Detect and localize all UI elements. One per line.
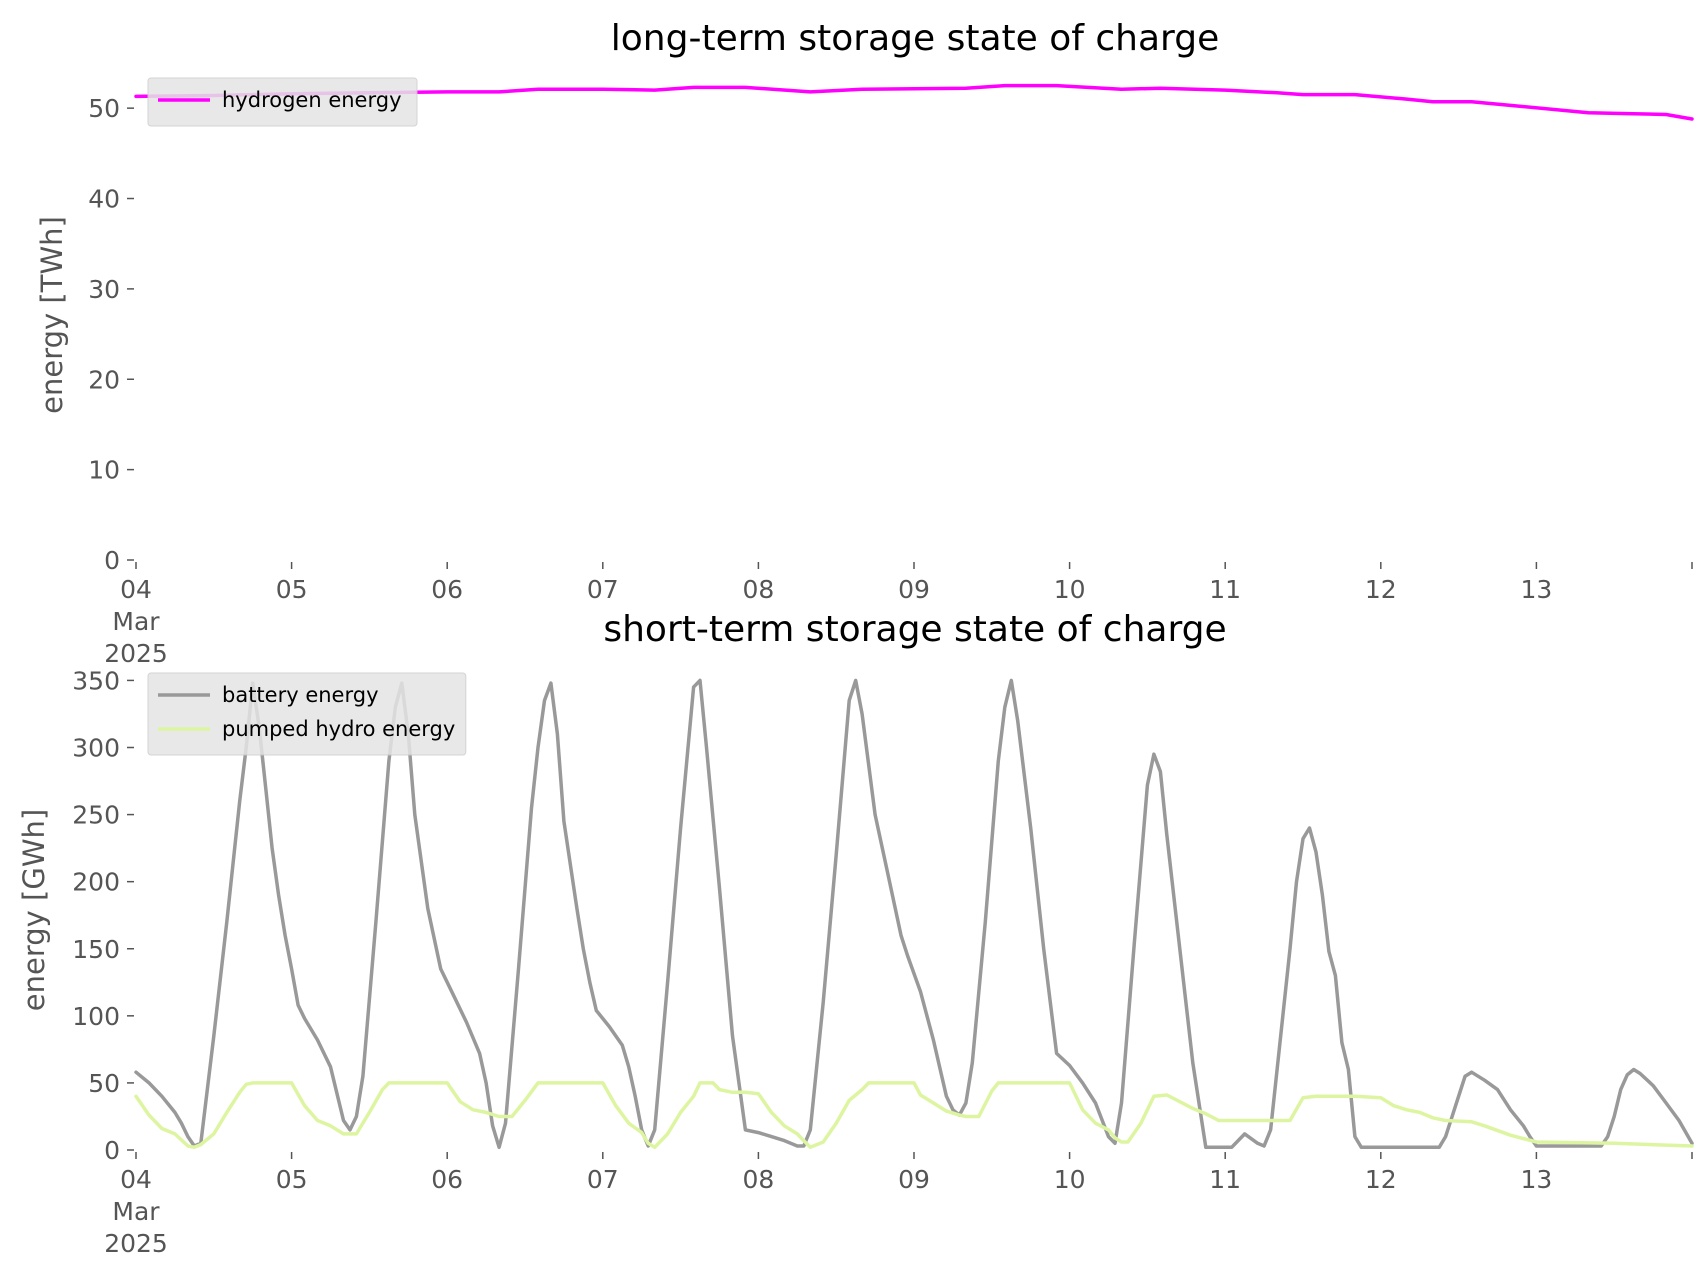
x-tick-label: 08 — [742, 1165, 774, 1194]
x-axis: 04 Mar 2025 05 06 07 08 09 10 11 12 13 — [104, 1152, 1693, 1258]
x-tick-label: 2025 — [104, 1229, 168, 1258]
x-tick-label: 09 — [898, 1165, 930, 1194]
chart-long-term-storage: long-term storage state of charge energy… — [35, 18, 1694, 668]
x-tick-label: 09 — [898, 575, 930, 604]
y-tick-label: 0 — [104, 546, 120, 575]
y-tick-label: 100 — [72, 1002, 120, 1031]
x-tick-label: 13 — [1520, 575, 1552, 604]
y-tick-label: 200 — [72, 868, 120, 897]
series-group — [134, 83, 1694, 121]
y-tick-label: 50 — [88, 1069, 120, 1098]
x-tick-label: 12 — [1365, 575, 1397, 604]
chart-title: long-term storage state of charge — [611, 18, 1219, 59]
x-axis: 04 Mar 2025 05 06 07 08 09 10 11 12 13 — [104, 562, 1693, 668]
y-tick-label: 40 — [88, 185, 120, 214]
x-tick-label: 2025 — [104, 639, 168, 668]
x-tick-label: 11 — [1209, 1165, 1241, 1194]
y-tick-label: 10 — [88, 456, 120, 485]
y-tick-label: 30 — [88, 275, 120, 304]
x-tick-label: 06 — [431, 1165, 463, 1194]
x-tick-label: 04 — [120, 575, 152, 604]
y-tick-label: 350 — [72, 666, 120, 695]
y-axis-label: energy [TWh] — [35, 216, 69, 414]
y-tick-label: 50 — [88, 94, 120, 123]
x-tick-label: 05 — [276, 1165, 308, 1194]
y-axis: 0 10 20 30 40 50 — [88, 94, 134, 575]
series-group — [134, 678, 1694, 1150]
x-tick-label: Mar — [112, 1197, 160, 1226]
legend-box — [147, 672, 467, 756]
y-tick-label: 150 — [72, 935, 120, 964]
legend-label: hydrogen energy — [222, 88, 402, 112]
series-line-pumped-hydro-energy — [134, 1081, 1694, 1150]
legend: hydrogen energy — [147, 77, 418, 127]
chart-short-term-storage: short-term storage state of charge energ… — [17, 609, 1694, 1258]
y-tick-label: 300 — [72, 734, 120, 763]
x-tick-label: 10 — [1054, 575, 1086, 604]
x-tick-label: Mar — [112, 607, 160, 636]
y-axis-label: energy [GWh] — [17, 809, 51, 1011]
x-tick-label: 07 — [587, 1165, 619, 1194]
chart-title: short-term storage state of charge — [603, 609, 1226, 650]
x-tick-label: 08 — [742, 575, 774, 604]
legend: battery energy pumped hydro energy — [147, 672, 467, 756]
series-line-battery-energy — [134, 678, 1694, 1150]
series-line-hydrogen-energy — [134, 83, 1694, 121]
y-tick-label: 250 — [72, 801, 120, 830]
legend-box — [147, 77, 418, 127]
x-tick-label: 11 — [1209, 575, 1241, 604]
x-tick-label: 13 — [1520, 1165, 1552, 1194]
x-tick-label: 06 — [431, 575, 463, 604]
x-tick-label: 05 — [276, 575, 308, 604]
y-axis: 0 50 100 150 200 250 300 350 — [72, 666, 134, 1165]
x-tick-label: 04 — [120, 1165, 152, 1194]
x-tick-label: 07 — [587, 575, 619, 604]
y-tick-label: 0 — [104, 1136, 120, 1165]
x-tick-label: 12 — [1365, 1165, 1397, 1194]
y-tick-label: 20 — [88, 365, 120, 394]
legend-label: battery energy — [222, 683, 379, 707]
legend-label: pumped hydro energy — [222, 717, 455, 741]
x-tick-label: 10 — [1054, 1165, 1086, 1194]
